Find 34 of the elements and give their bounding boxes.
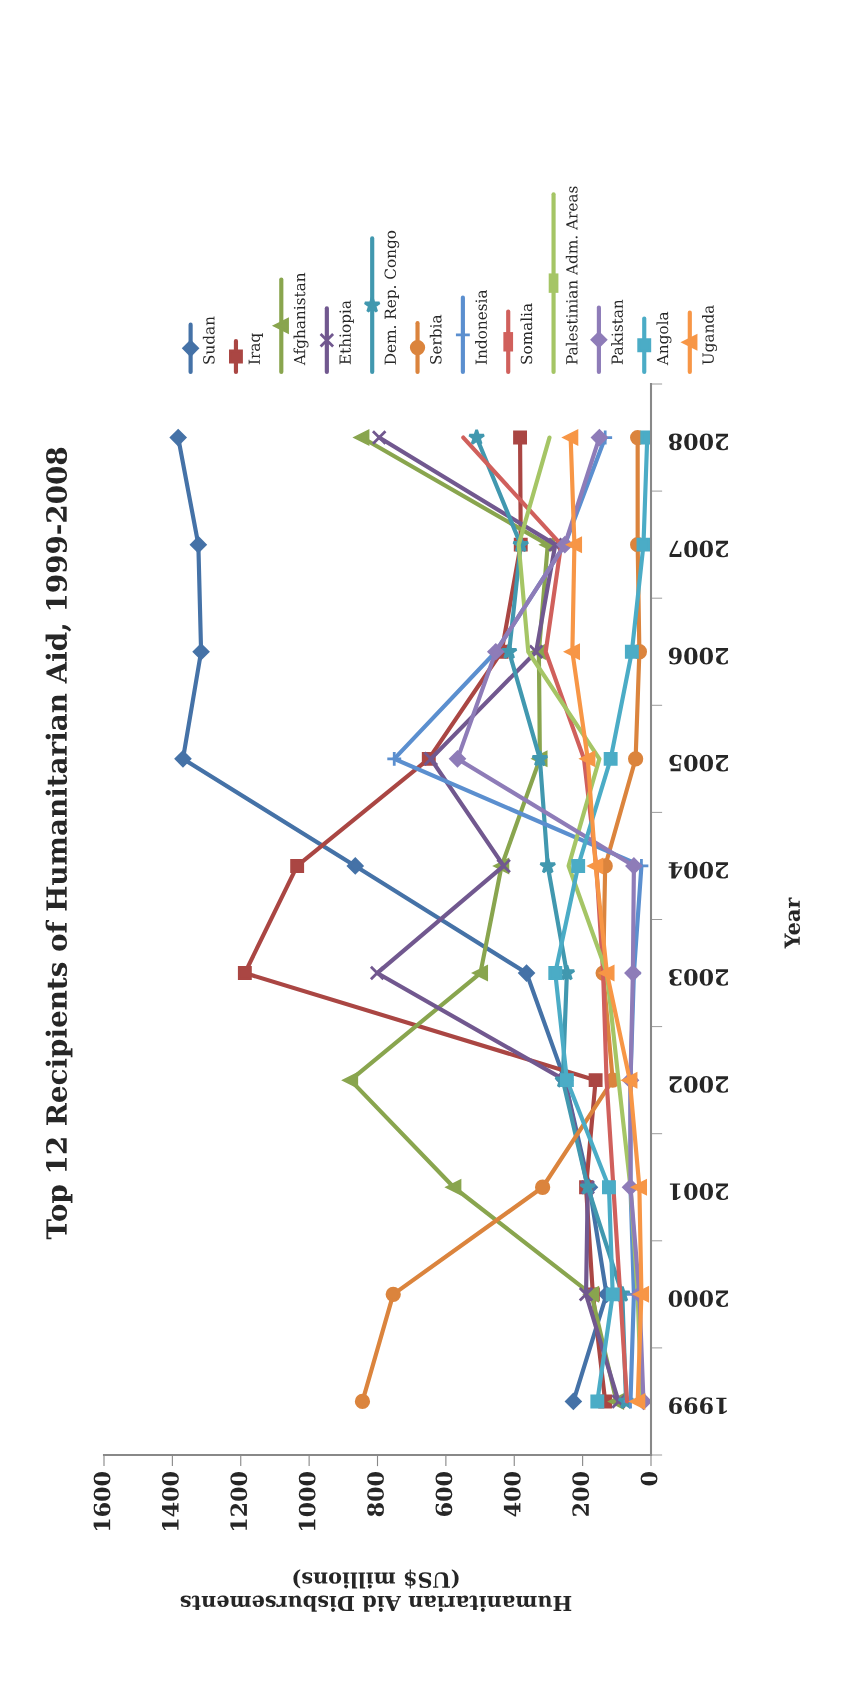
y-tick-label: 2001 [669,1183,729,1200]
x-tick-label: 200 [572,1472,590,1516]
y-tick-label: 1999 [669,1397,727,1415]
x-tick-label: 1000 [298,1472,316,1531]
x-tick-label: 1200 [230,1472,248,1531]
legend-label: Ethiopia [339,300,354,365]
legend-label: Iraq [248,333,263,365]
y-tick-label: 2000 [668,1290,729,1308]
x-tick-label: 1400 [162,1472,179,1531]
legend-label: Angola [656,311,672,366]
y-tick-label: 2005 [669,754,729,772]
y-tick-label: 2006 [668,647,729,665]
text: Top 12 Recipients of Humanitarian Aid, 1999-2008 [45,447,73,1240]
y-tick-label: 2002 [669,1076,729,1093]
y-tick-label: 2004 [668,861,729,879]
x-tick-label: 0 [640,1472,658,1486]
legend-label: Indonesia [475,289,487,365]
y-tick-label: 2008 [668,433,729,451]
x-axis-title: Humanitarian Aid Disbursements (US$ millions) [180,1569,572,1612]
x-tick-label: 600 [435,1472,453,1516]
y-tick-label: 2007 [669,540,729,558]
legend-label: Sudan [202,316,215,364]
legend-label: Afghanistan [293,272,309,366]
x-tick-label: 800 [367,1472,384,1517]
y-axis-title: Year [784,897,801,949]
legend-label: Dem. Rep. Congo [384,230,400,365]
x-tick-label: 1600 [93,1472,111,1531]
legend-label: Pakistan [611,299,623,365]
y-tick-label: 2003 [669,968,729,986]
legend-label: Somalia [520,303,533,364]
legend-label: Uganda [702,305,718,365]
x-tick-label: 400 [503,1472,521,1517]
legend-label: Palestinian Adm. Areas [565,186,578,365]
legend-label: Serbia [429,314,442,364]
